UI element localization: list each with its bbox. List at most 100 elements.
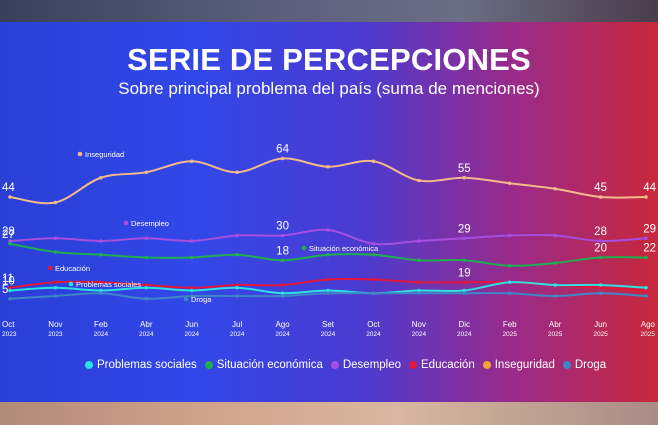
point-droga [326,291,330,296]
point-problemas-sociales [598,283,603,287]
data-label-inseguridad: 55 [458,163,471,175]
legend-dot-droga [562,361,571,369]
inline-label-educacion: Educación [55,264,90,273]
chart-subtitle: Sobre principal problema del país (suma … [118,79,540,98]
point-inseguridad [99,175,103,180]
point-desempleo [417,239,421,243]
point-situacion-economica [598,255,603,260]
point-droga [507,291,512,296]
x-tick-month: Feb [94,320,108,329]
point-inseguridad [371,159,376,164]
point-desempleo [598,239,603,243]
x-tick-month: Ago [641,320,656,329]
series-line-desempleo [9,228,647,246]
x-tick-month: Jul [232,320,242,329]
point-educacion [598,285,603,290]
point-droga [371,291,376,296]
data-label-desempleo: 28 [2,226,15,238]
point-situacion-economica [144,255,149,260]
point-educacion [99,280,103,285]
point-problemas-sociales [644,285,648,290]
x-tick-year: 2024 [184,331,199,338]
x-tick-month: Oct [2,320,15,329]
point-desempleo [189,239,194,243]
point-droga [189,294,194,298]
point-educacion [53,280,58,285]
chart-title: SERIE DE PERCEPCIONES [127,42,531,77]
point-situacion-economica [507,263,512,268]
legend-dot-inseguridad [482,361,491,369]
point-educacion [8,285,12,290]
point-situacion-economica [371,252,376,257]
x-tick-year: 2024 [321,331,336,338]
legend-dot-desempleo [330,361,339,369]
point-situacion-economica [99,252,103,257]
point-desempleo [644,236,648,241]
point-situacion-economica [189,255,194,260]
legend-label-inseguridad: Inseguridad [494,359,555,371]
x-tick-year: 2024 [412,331,427,338]
bottom-photo-strip [0,402,658,425]
x-tick-year: 2025 [641,331,656,338]
point-inseguridad [235,170,239,175]
point-inseguridad [598,195,603,199]
data-label-desempleo: 29 [643,223,656,235]
inline-label-inseguridad: Inseguridad [85,150,124,159]
x-tick-year: 2024 [366,331,381,338]
point-educacion [280,283,285,287]
point-problemas-sociales [326,288,330,293]
x-tick-month: Set [322,320,335,329]
point-droga [598,291,603,296]
point-situacion-economica [462,258,467,263]
legend-item-inseguridad: Inseguridad [482,359,555,371]
point-desempleo [53,236,58,241]
point-desempleo [235,233,239,238]
point-situacion-economica [280,258,285,263]
x-tick-month: Nov [412,320,426,329]
point-educacion [326,277,330,282]
point-situacion-economica [53,250,58,254]
inline-label-situacion-economica: Situación económica [309,244,379,253]
point-desempleo [99,239,103,243]
point-situacion-economica [235,252,239,257]
point-droga [235,294,239,298]
point-problemas-sociales [144,285,149,290]
point-situacion-economica [553,261,557,265]
legend-item-desempleo: Desempleo [330,359,401,371]
point-problemas-sociales [189,288,194,293]
point-problemas-sociales [99,288,103,293]
x-tick-month: Abr [549,320,562,329]
point-problemas-sociales [53,285,58,290]
data-label-situacion-economica: 18 [276,245,289,257]
point-droga [99,291,103,296]
point-desempleo [507,233,512,238]
x-tick-year: 2025 [502,331,517,338]
point-educacion [462,280,467,285]
top-photo-strip [0,0,658,22]
point-inseguridad [144,170,149,175]
point-educacion [144,283,149,287]
x-tick-year: 2024 [139,331,154,338]
point-inseguridad [507,181,512,186]
point-droga [280,294,285,298]
point-droga [144,296,149,301]
x-tick-month: Jun [185,320,198,329]
point-desempleo [280,233,285,238]
data-label-situacion-economica: 20 [594,243,607,255]
data-label-droga: 5 [2,284,8,296]
legend-dot-educacion [409,361,418,369]
x-tick-month: Nov [48,320,62,329]
inline-dot-desempleo [123,220,129,226]
data-label-inseguridad: 45 [594,182,607,194]
data-label-desempleo: 29 [458,223,471,235]
legend-item-educacion: Educación [409,359,475,371]
point-desempleo [8,239,12,243]
legend-label-educacion: Educación [421,359,475,371]
point-inseguridad [644,195,648,199]
point-situacion-economica [8,241,12,246]
point-problemas-sociales [235,285,239,290]
x-tick-month: Dic [459,320,471,329]
point-desempleo [462,236,467,241]
point-situacion-economica [417,258,421,263]
point-problemas-sociales [280,291,285,296]
